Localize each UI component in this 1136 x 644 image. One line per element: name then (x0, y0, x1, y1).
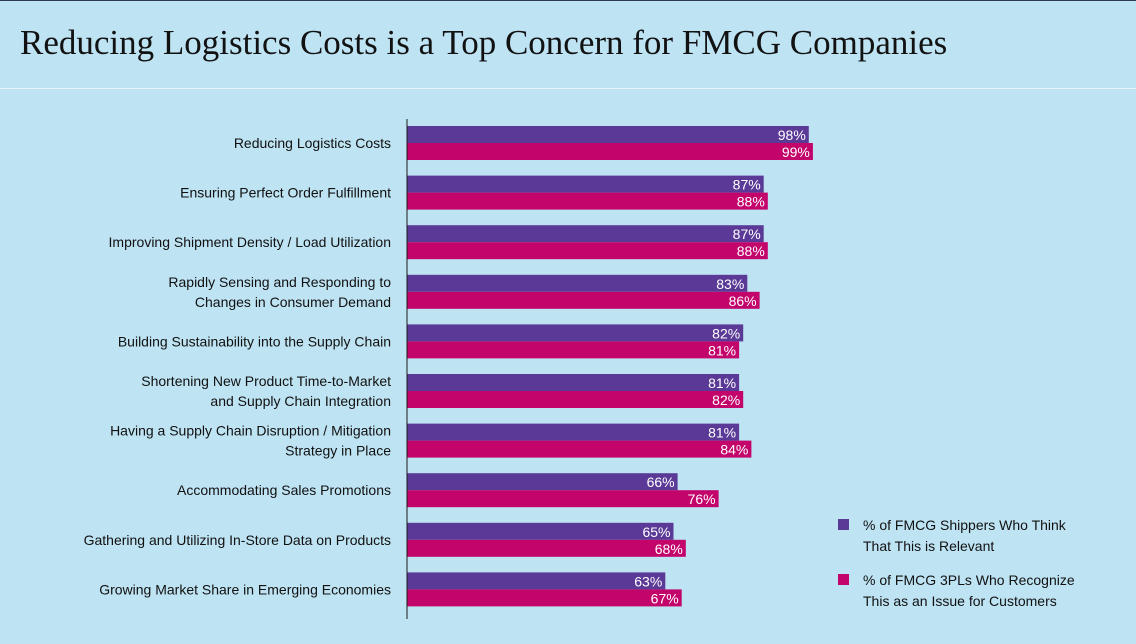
legend: % of FMCG Shippers Who Think That This is… (838, 517, 1075, 609)
value-label-1-series-1: 98% (778, 127, 806, 143)
category-label-6-line-1: Shortening New Product Time-to-Market (141, 373, 391, 389)
category-label-2: Ensuring Perfect Order Fulfillment (180, 185, 391, 201)
category-label-4-line-2: Changes in Consumer Demand (195, 294, 391, 310)
bar-10-series-2 (407, 589, 682, 607)
legend-label-series-2-line-2: This as an Issue for Customers (863, 593, 1057, 609)
bar-4-series-2 (407, 291, 760, 309)
category-labels: Reducing Logistics Costs Ensuring Perfect… (84, 135, 392, 597)
value-label-1-series-2: 99% (782, 144, 810, 160)
value-labels: 98%99%87%88%87%88%83%86%82%81%81%82%81%8… (634, 127, 810, 606)
value-label-9-series-2: 68% (655, 541, 683, 557)
value-label-4-series-1: 83% (716, 276, 744, 292)
bar-10-series-1 (407, 572, 666, 590)
bars-group (407, 126, 813, 607)
legend-swatch-series-2 (838, 574, 849, 585)
value-label-6-series-1: 81% (708, 375, 736, 391)
bar-1-series-1 (407, 126, 809, 143)
bar-6-series-2 (407, 391, 744, 408)
value-label-10-series-2: 67% (651, 590, 679, 606)
category-label-8: Accommodating Sales Promotions (177, 482, 391, 498)
bar-4-series-1 (407, 274, 748, 292)
category-label-7-line-2: Strategy in Place (285, 443, 391, 459)
value-label-6-series-2: 82% (712, 392, 740, 408)
bar-3-series-1 (407, 225, 764, 243)
value-label-7-series-1: 81% (708, 425, 736, 441)
bar-7-series-1 (407, 423, 740, 441)
value-label-3-series-1: 87% (733, 226, 761, 242)
value-label-4-series-2: 86% (729, 293, 757, 309)
category-label-6-line-2: and Supply Chain Integration (210, 393, 391, 409)
value-label-5-series-2: 81% (708, 342, 736, 358)
category-label-3: Improving Shipment Density / Load Utiliz… (109, 234, 391, 250)
value-label-10-series-1: 63% (634, 573, 662, 589)
category-label-1: Reducing Logistics Costs (234, 135, 391, 151)
category-label-10: Growing Market Share in Emerging Economi… (99, 581, 391, 597)
value-label-7-series-2: 84% (720, 442, 748, 458)
value-label-5-series-1: 82% (712, 325, 740, 341)
bar-9-series-1 (407, 522, 674, 540)
value-label-2-series-1: 87% (733, 177, 761, 193)
bar-6-series-1 (407, 374, 740, 391)
value-label-9-series-1: 65% (642, 524, 670, 540)
bar-3-series-2 (407, 242, 768, 260)
value-label-8-series-1: 66% (647, 474, 675, 490)
bar-9-series-2 (407, 539, 686, 557)
bar-1-series-2 (407, 143, 813, 160)
bar-5-series-1 (407, 324, 744, 342)
value-label-2-series-2: 88% (737, 194, 765, 210)
bar-8-series-2 (407, 490, 719, 508)
legend-label-series-2-line-1: % of FMCG 3PLs Who Recognize (863, 572, 1075, 588)
legend-label-series-1-line-1: % of FMCG Shippers Who Think (863, 517, 1067, 533)
chart-title: Reducing Logistics Costs is a Top Concer… (20, 23, 948, 62)
legend-label-series-1-line-2: That This is Relevant (863, 538, 994, 554)
bar-2-series-2 (407, 192, 768, 210)
title-divider (0, 88, 1136, 89)
legend-swatch-series-1 (838, 519, 849, 530)
category-label-5: Building Sustainability into the Supply … (118, 333, 391, 349)
value-label-3-series-2: 88% (737, 243, 765, 259)
category-label-7-line-1: Having a Supply Chain Disruption / Mitig… (110, 423, 391, 439)
category-label-9: Gathering and Utilizing In-Store Data on… (84, 532, 391, 548)
bar-5-series-2 (407, 341, 740, 359)
value-label-8-series-2: 76% (688, 491, 716, 507)
bar-8-series-1 (407, 473, 678, 491)
bar-2-series-1 (407, 175, 764, 193)
bar-7-series-2 (407, 440, 752, 458)
category-label-4-line-1: Rapidly Sensing and Responding to (168, 274, 391, 290)
